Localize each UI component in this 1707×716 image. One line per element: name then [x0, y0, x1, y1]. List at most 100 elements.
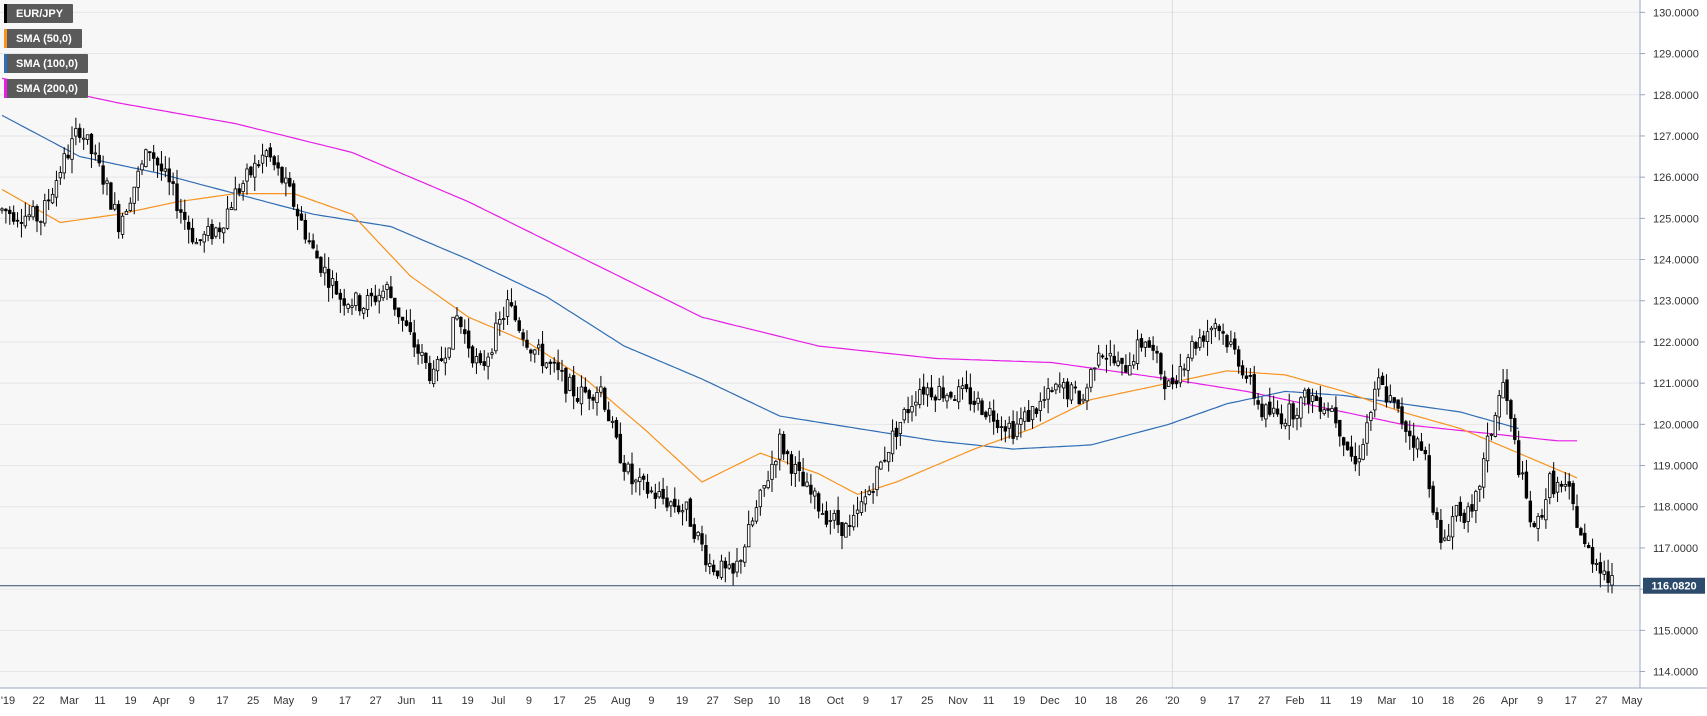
candle-body: [435, 359, 440, 372]
candle-body: [1030, 406, 1035, 421]
candle-body: [1182, 368, 1186, 371]
legend-item-sma100[interactable]: SMA (100,0): [4, 54, 88, 73]
candle-body: [544, 362, 549, 368]
candle-body: [58, 172, 63, 179]
candle-body: [288, 177, 292, 187]
candle-body: [323, 266, 327, 274]
candle-body: [1509, 400, 1513, 419]
candle-body: [70, 138, 74, 160]
legend-label: SMA (50,0): [16, 32, 72, 45]
candle-body: [1085, 387, 1089, 402]
candle-body: [758, 489, 763, 508]
candle-body: [1318, 397, 1323, 412]
candle-body: [1042, 399, 1046, 401]
candle-body: [463, 329, 467, 335]
candle-body: [486, 356, 490, 367]
candle-body: [1240, 365, 1245, 376]
candle-body: [420, 351, 424, 356]
candle-body: [1345, 441, 1350, 451]
candle-body: [245, 168, 249, 182]
x-tick-label: 19: [1013, 695, 1025, 707]
candle-body: [828, 520, 833, 522]
candle-body: [871, 491, 875, 493]
candle-body: [1007, 422, 1011, 429]
candle-body: [774, 461, 778, 466]
candle-body: [622, 462, 626, 472]
y-tick-label: 114.0000: [1653, 667, 1698, 679]
candle-body: [291, 183, 296, 207]
candle-body: [113, 203, 117, 210]
candle-body: [1435, 512, 1439, 520]
candle-body: [284, 177, 288, 184]
candle-body: [1341, 437, 1346, 446]
legend-item-sma50[interactable]: SMA (50,0): [4, 29, 82, 48]
candle-body: [1411, 435, 1416, 448]
candle-body: [85, 134, 90, 140]
candle-body: [1376, 377, 1381, 390]
candle-body: [1096, 352, 1101, 366]
candle-body: [1034, 408, 1039, 415]
candle-body: [1295, 414, 1299, 419]
candle-body: [140, 163, 144, 171]
x-tick-label: 18: [1442, 695, 1454, 707]
candle-body: [568, 376, 572, 391]
x-tick-label: Jun: [397, 695, 415, 707]
sma100-line: [1, 114, 1519, 450]
candle-body: [1548, 473, 1552, 499]
candle-body: [937, 386, 941, 400]
x-tick-label: 27: [707, 695, 719, 707]
candle-body: [1334, 407, 1338, 424]
candle-body: [155, 157, 160, 166]
candle-body: [743, 546, 747, 563]
candle-body: [78, 127, 82, 138]
legend-item-sma200[interactable]: SMA (200,0): [4, 79, 88, 98]
legend-swatch: [4, 79, 7, 98]
x-tick-label: 19: [676, 695, 688, 707]
y-tick-label: 130.0000: [1653, 7, 1699, 19]
candle-body: [183, 211, 187, 220]
candle-body: [1450, 516, 1455, 538]
current-price-label: 116.0820: [1651, 581, 1696, 593]
candle-body: [1089, 369, 1093, 388]
candle-body: [132, 186, 136, 204]
candle-body: [708, 563, 712, 567]
candle-body: [918, 389, 922, 405]
candle-body: [15, 219, 20, 222]
x-tick-label: 22: [33, 695, 45, 707]
candle-body: [1388, 395, 1393, 402]
candle-body: [443, 357, 448, 364]
candle-body: [136, 170, 140, 188]
candle-body: [813, 490, 817, 497]
candle-body: [595, 392, 599, 403]
candle-body: [976, 397, 980, 404]
y-tick-label: 120.0000: [1653, 419, 1699, 431]
candle-body: [953, 399, 957, 401]
candle-body: [980, 400, 984, 415]
candle-body: [855, 509, 860, 514]
x-tick-label: Dec: [1040, 695, 1060, 707]
y-tick-label: 117.0000: [1653, 543, 1698, 555]
candle-body: [175, 183, 179, 212]
candle-body: [715, 570, 720, 577]
candle-body: [1443, 537, 1447, 541]
candle-body: [385, 284, 389, 290]
x-tick-label: Sep: [734, 695, 754, 707]
candle-body: [1147, 340, 1151, 348]
legend-item-symbol[interactable]: EUR/JPY: [4, 4, 74, 23]
candle-body: [400, 316, 405, 321]
candle-body: [851, 514, 856, 528]
candle-body: [1551, 470, 1556, 495]
candle-body: [1396, 399, 1400, 409]
candle-body: [552, 361, 556, 364]
candle-body: [1590, 547, 1595, 565]
candle-body: [1544, 499, 1548, 521]
candle-body: [1322, 409, 1326, 414]
x-tick-label: 27: [1595, 695, 1607, 707]
x-tick-label: '19: [1, 695, 15, 707]
candle-body: [883, 459, 887, 462]
candle-body: [536, 344, 541, 349]
candle-body: [626, 463, 630, 473]
candle-body: [428, 362, 432, 381]
candle-body: [505, 299, 510, 317]
candle-body: [925, 387, 930, 396]
